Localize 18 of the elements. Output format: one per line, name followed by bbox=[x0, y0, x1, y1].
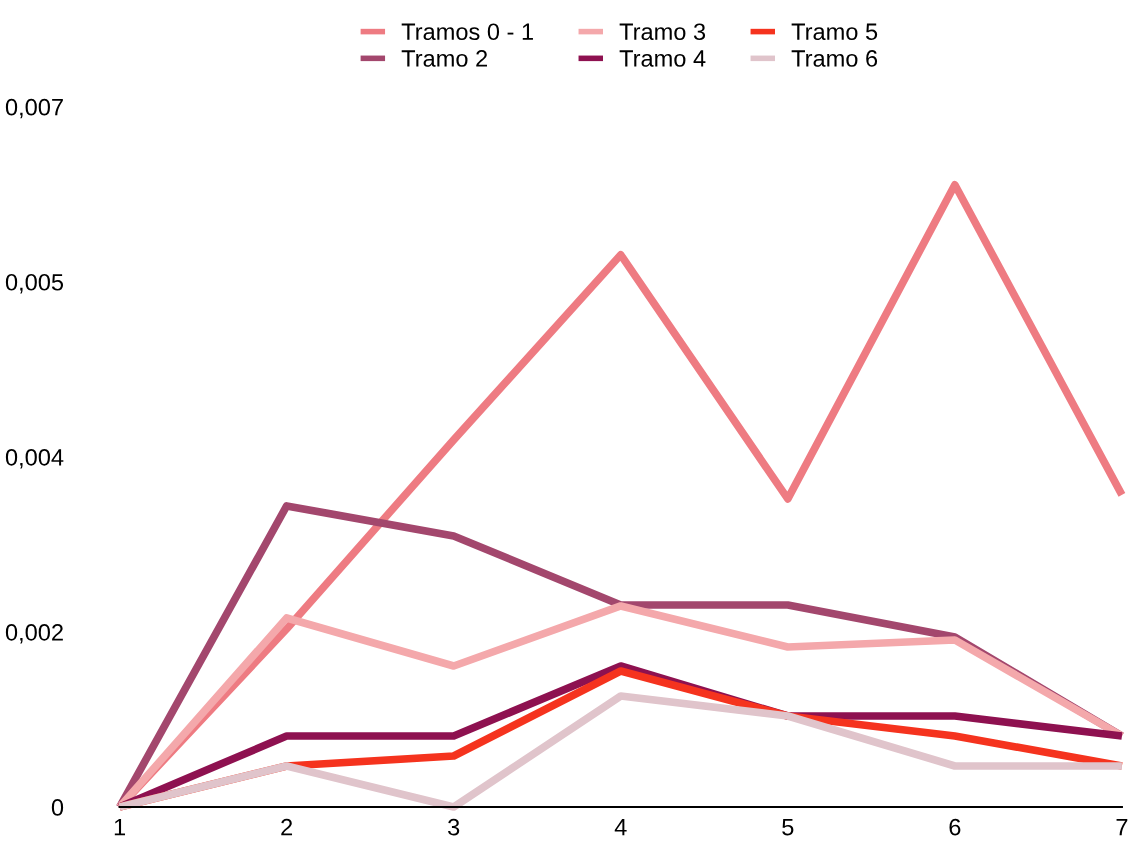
x-tick-label: 3 bbox=[448, 818, 460, 836]
y-tick-label: 0,005 bbox=[5, 273, 64, 294]
x-tick-label: 6 bbox=[949, 818, 961, 836]
y-tick-label: 0 bbox=[51, 799, 64, 816]
legend-label: Tramos 0 - 1 bbox=[401, 23, 533, 41]
x-tick-label: 7 bbox=[1116, 819, 1128, 836]
y-tick-label: 0,002 bbox=[5, 624, 63, 644]
legend-label: Tramo 6 bbox=[791, 50, 878, 67]
x-tick-label: 1 bbox=[114, 819, 126, 836]
legend-label: Tramo 4 bbox=[619, 50, 706, 67]
x-tick-label: 5 bbox=[782, 819, 794, 836]
y-tick-label: 0,007 bbox=[5, 98, 63, 119]
x-tick-label: 4 bbox=[614, 819, 627, 836]
legend-label: Tramo 2 bbox=[401, 50, 487, 67]
legend-label: Tramo 3 bbox=[619, 23, 706, 41]
y-tick-label: 0,004 bbox=[5, 448, 64, 469]
legend-label: Tramo 5 bbox=[791, 23, 878, 41]
x-tick-label: 2 bbox=[281, 818, 293, 836]
